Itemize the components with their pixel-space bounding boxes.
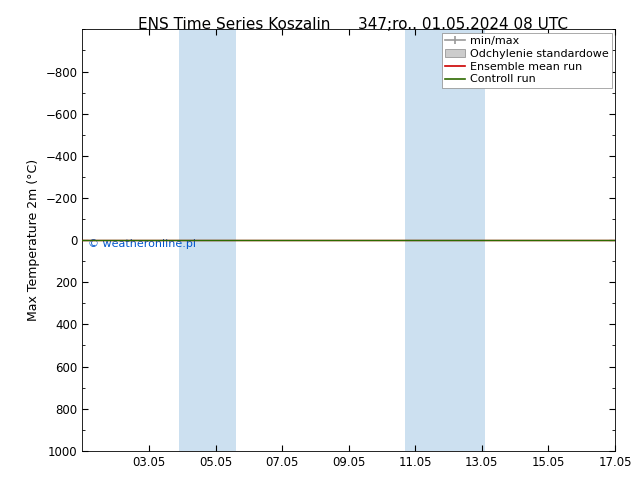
Text: © weatheronline.pl: © weatheronline.pl xyxy=(87,239,196,249)
Bar xyxy=(179,29,236,451)
Text: ENS Time Series Koszalin: ENS Time Series Koszalin xyxy=(138,17,331,32)
Legend: min/max, Odchylenie standardowe, Ensemble mean run, Controll run: min/max, Odchylenie standardowe, Ensembl… xyxy=(442,33,612,88)
Y-axis label: Max Temperature 2m (°C): Max Temperature 2m (°C) xyxy=(27,159,40,321)
Text: 347;ro.. 01.05.2024 08 UTC: 347;ro.. 01.05.2024 08 UTC xyxy=(358,17,568,32)
Bar xyxy=(405,29,485,451)
